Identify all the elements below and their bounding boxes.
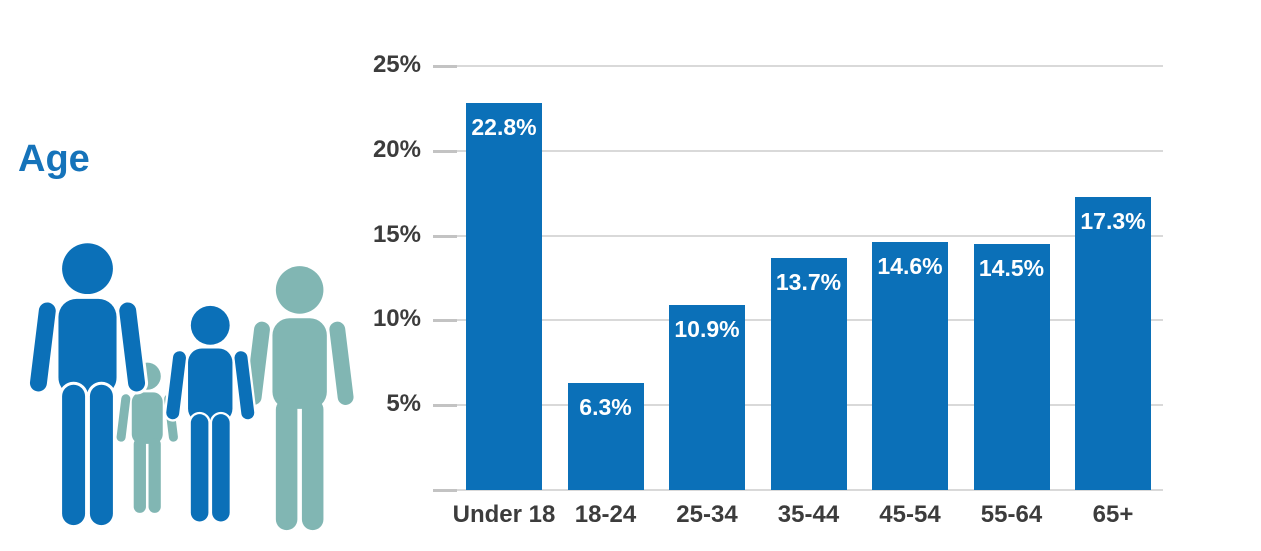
y-axis-label-15%: 15%	[372, 220, 421, 248]
bar-value-label: 22.8%	[471, 114, 537, 141]
y-axis-tick-25	[433, 65, 457, 68]
bar-65+: 17.3%	[1075, 196, 1151, 490]
x-axis-label-55-64: 55-64	[980, 501, 1043, 528]
family-member-child-blue	[166, 306, 255, 522]
y-axis-tick-15	[433, 234, 457, 238]
gridline-15	[452, 234, 1163, 237]
x-axis-label-18-24: 18-24	[574, 501, 637, 528]
y-axis-tick-5	[433, 404, 457, 408]
family-member-adult-blue	[29, 243, 146, 525]
y-axis-label-25%: 25%	[372, 51, 421, 78]
x-axis-label-45-54: 45-54	[879, 501, 941, 528]
bar-value-label: 6.3%	[579, 394, 632, 421]
x-axis-label-Under 18: Under 18	[452, 501, 556, 528]
bar-value-label: 17.3%	[1080, 207, 1146, 234]
bar-value-label: 14.6%	[877, 253, 943, 280]
gridline-20	[452, 149, 1163, 152]
bar-35-44: 13.7%	[770, 257, 847, 490]
y-axis-tick-10	[433, 319, 457, 323]
bar-25-34: 10.9%	[669, 305, 745, 490]
x-axis-label-65+: 65+	[1092, 501, 1134, 528]
bar-Under 18: 22.8%	[466, 103, 542, 490]
bar-55-64: 14.5%	[973, 244, 1050, 490]
y-axis-label-10%: 10%	[372, 305, 421, 333]
x-axis-label-25-34: 25-34	[676, 501, 738, 528]
baseline-gridline	[452, 489, 1163, 491]
y-axis-tick-20	[433, 149, 457, 153]
y-axis-label-5%: 5%	[386, 390, 421, 418]
gridline-25	[452, 65, 1163, 67]
bar-45-54: 14.6%	[872, 242, 948, 490]
y-axis-label-20%: 20%	[372, 135, 421, 163]
bar-value-label: 13.7%	[775, 268, 842, 295]
x-axis-label-35-44: 35-44	[777, 501, 840, 528]
bar-value-label: 14.5%	[978, 255, 1045, 282]
bar-value-label: 10.9%	[674, 316, 740, 343]
page-title: Age	[18, 138, 90, 180]
bar-18-24: 6.3%	[567, 383, 644, 490]
y-axis-tick-0	[433, 489, 457, 492]
